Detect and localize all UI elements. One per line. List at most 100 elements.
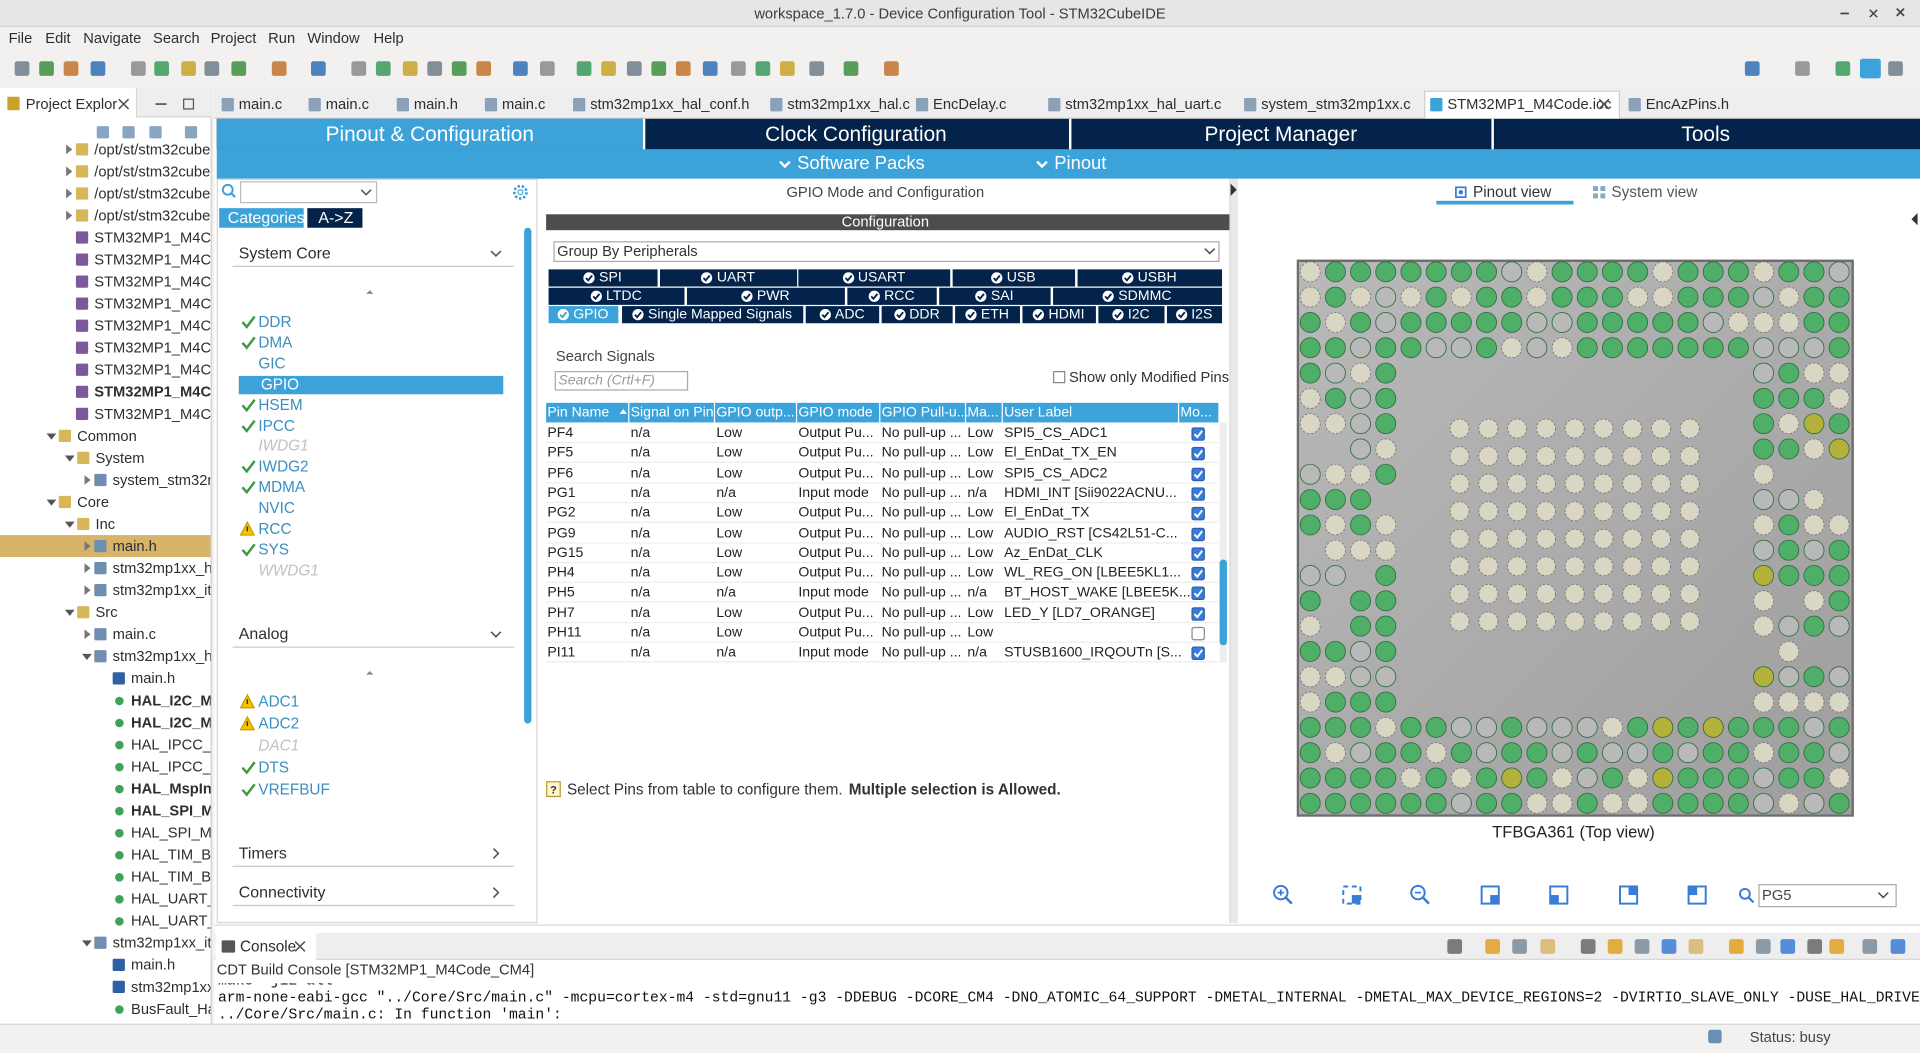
config-tab[interactable]: Pinout & Configuration: [325, 122, 534, 146]
pin[interactable]: [1400, 311, 1422, 333]
config-tab[interactable]: Clock Configuration: [765, 122, 947, 146]
pin[interactable]: [1702, 792, 1724, 814]
pin[interactable]: [1803, 666, 1825, 688]
pin[interactable]: [1400, 792, 1422, 814]
pin[interactable]: [1375, 590, 1397, 612]
pin[interactable]: [1299, 767, 1321, 789]
pin[interactable]: [1576, 767, 1598, 789]
pin[interactable]: [1375, 413, 1397, 435]
pin[interactable]: [1425, 261, 1447, 283]
toolbar-button[interactable]: [154, 61, 169, 76]
pin[interactable]: [1828, 311, 1850, 333]
menu-item[interactable]: Edit: [45, 29, 71, 47]
tree-item[interactable]: main.h: [112, 537, 157, 555]
pin[interactable]: [1478, 418, 1499, 439]
toolbar-button-active[interactable]: [1860, 58, 1881, 79]
pin[interactable]: [1828, 716, 1850, 738]
pin[interactable]: [1526, 792, 1548, 814]
tree-item[interactable]: /opt/st/stm32cube: [94, 206, 211, 225]
pin[interactable]: [1753, 792, 1775, 814]
console-tool[interactable]: [1688, 939, 1704, 954]
pin[interactable]: [1501, 261, 1523, 283]
toolbar-button[interactable]: [39, 61, 54, 76]
pin[interactable]: [1350, 489, 1372, 511]
pin[interactable]: [1679, 418, 1700, 439]
pin[interactable]: [1507, 418, 1528, 439]
pin[interactable]: [1803, 590, 1825, 612]
pin[interactable]: [1622, 446, 1643, 467]
peripheral-tab[interactable]: [622, 306, 804, 324]
pin[interactable]: [1324, 514, 1346, 536]
pin[interactable]: [1803, 514, 1825, 536]
tree-item[interactable]: HAL_UART_M: [131, 890, 211, 908]
pin[interactable]: [1753, 565, 1775, 586]
pin[interactable]: [1375, 311, 1397, 333]
pin[interactable]: [1478, 528, 1499, 549]
toolbar-button[interactable]: [271, 61, 287, 76]
toolbar-button[interactable]: [63, 61, 79, 76]
tree-item[interactable]: /opt/st/stm32cube: [94, 162, 211, 180]
pin[interactable]: [1299, 514, 1321, 536]
pin[interactable]: [1501, 311, 1523, 333]
category-item[interactable]: IWDG1: [258, 437, 309, 455]
pin[interactable]: [1753, 742, 1775, 764]
pin[interactable]: [1803, 742, 1825, 764]
pin[interactable]: [1753, 489, 1775, 511]
pin[interactable]: [1677, 311, 1699, 333]
console-tool[interactable]: [1780, 939, 1796, 954]
pin[interactable]: [1299, 463, 1321, 485]
pin[interactable]: [1324, 337, 1346, 359]
pin[interactable]: [1400, 716, 1422, 738]
pin[interactable]: [1828, 286, 1850, 308]
pin[interactable]: [1652, 716, 1674, 738]
pin[interactable]: [1753, 666, 1775, 688]
pin[interactable]: [1350, 640, 1372, 662]
pin[interactable]: [1324, 716, 1346, 738]
pin[interactable]: [1299, 337, 1321, 359]
pin[interactable]: [1299, 691, 1321, 713]
pin[interactable]: [1535, 446, 1556, 467]
category-item[interactable]: GPIO: [260, 375, 300, 393]
pin[interactable]: [1564, 446, 1585, 467]
pin[interactable]: [1828, 792, 1850, 814]
category-item[interactable]: IPCC: [258, 416, 295, 435]
pin[interactable]: [1350, 286, 1372, 308]
pin[interactable]: [1350, 767, 1372, 789]
pin[interactable]: [1727, 337, 1749, 359]
pin[interactable]: [1478, 556, 1499, 577]
pin[interactable]: [1778, 691, 1800, 713]
menu-item[interactable]: Window: [307, 29, 360, 47]
toolbar-button[interactable]: [231, 61, 247, 76]
pin[interactable]: [1350, 337, 1372, 359]
table-row[interactable]: [546, 443, 1219, 464]
pin[interactable]: [1702, 767, 1724, 789]
pin[interactable]: [1324, 362, 1346, 384]
pin[interactable]: [1803, 767, 1825, 789]
config-tab[interactable]: Project Manager: [1204, 122, 1358, 146]
pin[interactable]: [1753, 615, 1775, 637]
pin[interactable]: [1803, 615, 1825, 637]
tree-item[interactable]: STM32MP1_M4Co: [94, 228, 211, 247]
pin[interactable]: [1828, 590, 1850, 612]
tree-item[interactable]: STM32MP1_M4Co: [94, 251, 211, 269]
pin[interactable]: [1593, 446, 1614, 467]
category-item[interactable]: MDMA: [258, 478, 306, 497]
pin[interactable]: [1501, 742, 1523, 764]
pin[interactable]: [1526, 261, 1548, 283]
toolbar-button[interactable]: [427, 61, 443, 76]
pin[interactable]: [1375, 742, 1397, 764]
toolbar-button[interactable]: [451, 61, 467, 76]
pin[interactable]: [1576, 286, 1598, 308]
pin[interactable]: [1501, 286, 1523, 308]
pin[interactable]: [1627, 716, 1649, 738]
pin[interactable]: [1593, 611, 1614, 632]
pin[interactable]: [1627, 261, 1649, 283]
pin[interactable]: [1299, 311, 1321, 333]
sub-tab[interactable]: Pinout: [1054, 153, 1107, 174]
pin[interactable]: [1803, 311, 1825, 333]
pin[interactable]: [1400, 767, 1422, 789]
modified-checkbox[interactable]: [1191, 626, 1205, 641]
pin[interactable]: [1652, 792, 1674, 814]
pin[interactable]: [1677, 716, 1699, 738]
pin[interactable]: [1651, 556, 1672, 577]
